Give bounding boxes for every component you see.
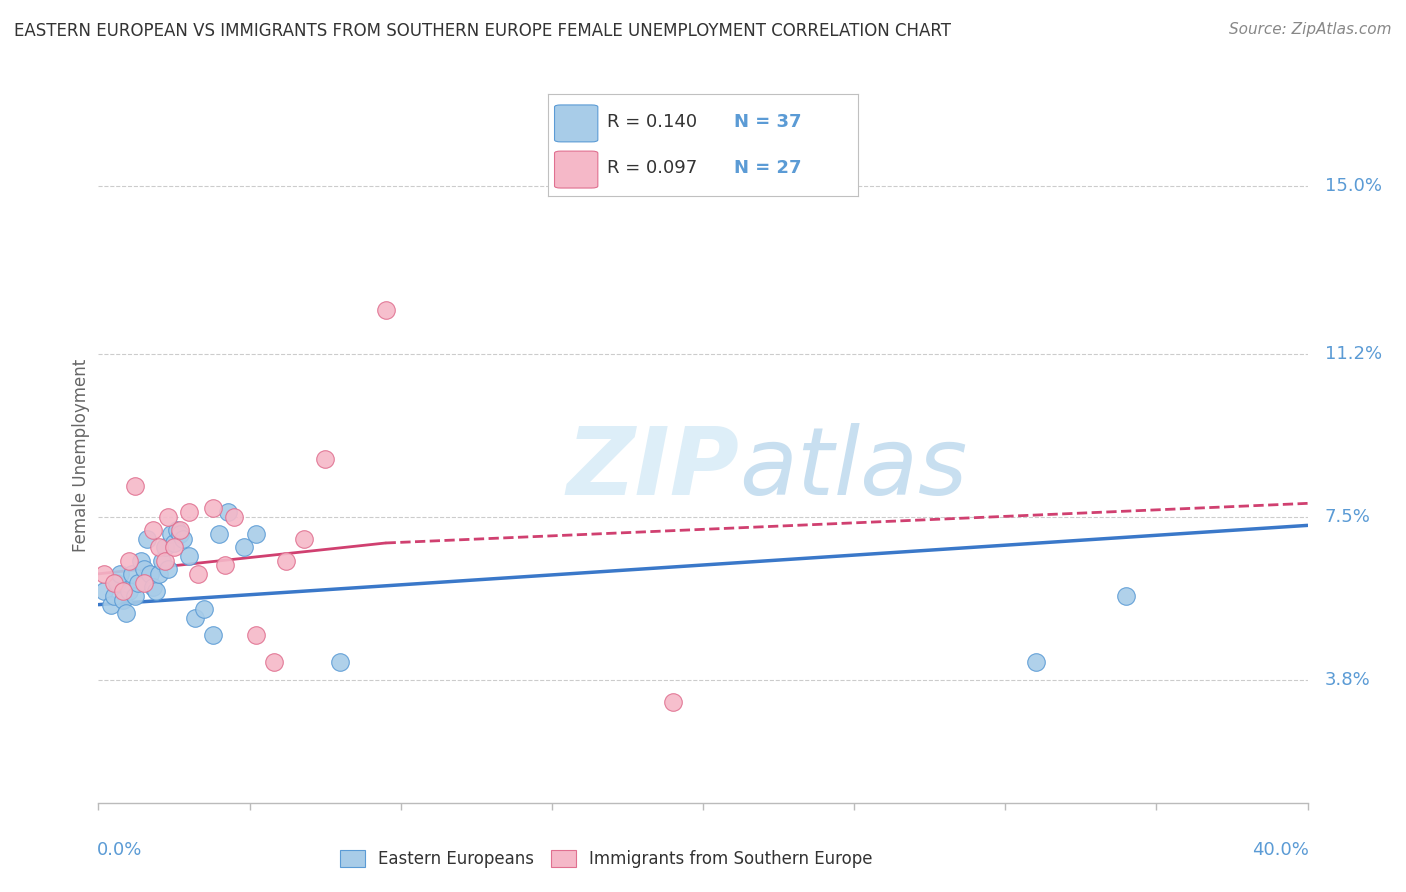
Point [163,536,186,550]
Point [661,694,683,708]
Point [103,589,125,603]
Point [153,553,176,567]
Point [132,562,155,576]
Point [193,602,215,616]
Point [177,505,201,519]
Point [245,527,267,541]
Point [263,655,285,669]
Point [374,302,396,317]
Legend: Eastern Europeans, Immigrants from Southern Europe: Eastern Europeans, Immigrants from South… [333,843,879,874]
Point [217,505,239,519]
Text: 3.8%: 3.8% [1324,671,1371,689]
Point [153,541,176,555]
Point [100,598,122,612]
Point [202,500,225,515]
Point [214,558,236,572]
Text: ZIP: ZIP [567,423,740,515]
Point [329,655,352,669]
Point [245,628,267,642]
Text: 7.5%: 7.5% [1324,508,1371,525]
Point [142,580,165,594]
Point [169,527,191,541]
Point [93,566,115,581]
Point [232,541,254,555]
Point [274,553,297,567]
Point [177,549,201,564]
Point [166,523,188,537]
Text: Source: ZipAtlas.com: Source: ZipAtlas.com [1229,22,1392,37]
Point [172,532,194,546]
Point [224,509,246,524]
Point [108,566,131,581]
Point [148,541,170,555]
Point [169,523,191,537]
Point [129,553,152,567]
Point [156,562,179,576]
Point [202,628,225,642]
Text: N = 27: N = 27 [734,159,801,177]
Point [314,452,336,467]
Point [139,566,162,581]
Text: 40.0%: 40.0% [1251,841,1309,859]
Point [93,584,115,599]
Point [118,553,141,567]
Point [292,532,315,546]
Text: N = 37: N = 37 [734,113,801,131]
Point [156,509,179,524]
Point [127,575,149,590]
Text: EASTERN EUROPEAN VS IMMIGRANTS FROM SOUTHERN EUROPE FEMALE UNEMPLOYMENT CORRELAT: EASTERN EUROPEAN VS IMMIGRANTS FROM SOUT… [14,22,950,40]
Point [1024,655,1046,669]
Point [111,593,134,607]
Point [160,527,183,541]
Point [148,566,170,581]
Point [187,566,209,581]
Point [135,532,157,546]
Text: 0.0%: 0.0% [97,841,142,859]
Point [142,523,165,537]
Point [163,541,186,555]
Point [105,575,128,590]
Point [114,607,136,621]
Y-axis label: Female Unemployment: Female Unemployment [72,359,90,551]
Point [184,611,207,625]
Point [103,575,125,590]
Point [1115,589,1137,603]
Text: R = 0.097: R = 0.097 [607,159,697,177]
Text: 11.2%: 11.2% [1324,344,1382,363]
Point [132,575,155,590]
Point [118,584,141,599]
Text: atlas: atlas [740,424,967,515]
Point [124,589,146,603]
Text: 15.0%: 15.0% [1324,178,1382,195]
Point [150,553,173,567]
Point [208,527,231,541]
Point [124,479,146,493]
FancyBboxPatch shape [554,105,598,142]
Point [121,566,143,581]
Point [111,584,134,599]
Text: R = 0.140: R = 0.140 [607,113,697,131]
Point [145,584,167,599]
FancyBboxPatch shape [554,151,598,188]
